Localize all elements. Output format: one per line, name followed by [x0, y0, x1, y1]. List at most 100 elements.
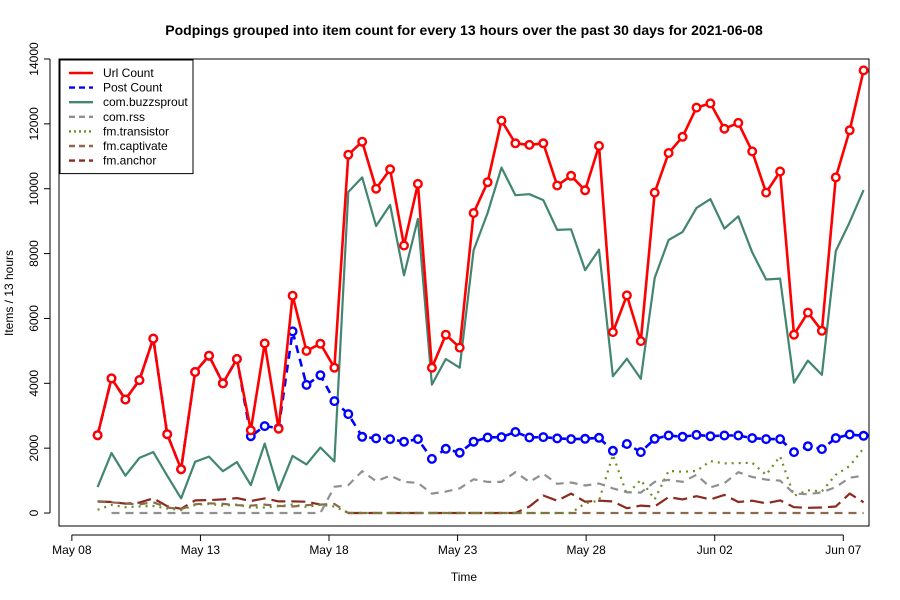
- data-point: [385, 164, 396, 175]
- data-point: [594, 432, 605, 443]
- y-tick-label: 6000: [27, 305, 41, 332]
- data-point: [357, 136, 368, 147]
- data-point: [663, 430, 674, 441]
- data-point: [287, 290, 298, 301]
- y-tick-label: 12000: [27, 107, 41, 141]
- data-point: [830, 172, 841, 183]
- data-point: [134, 375, 145, 386]
- data-point: [677, 131, 688, 142]
- data-point: [468, 436, 479, 447]
- y-tick-label: 14000: [27, 42, 41, 76]
- data-point: [719, 430, 730, 441]
- y-tick-label: 2000: [27, 434, 41, 461]
- data-point: [830, 433, 841, 444]
- data-point: [733, 117, 744, 128]
- data-point: [719, 123, 730, 134]
- data-point: [510, 138, 521, 149]
- series-layer: [92, 65, 869, 515]
- data-point: [120, 394, 131, 405]
- data-point: [385, 434, 396, 445]
- x-tick-label: Jun 07: [825, 543, 861, 557]
- data-point: [677, 431, 688, 442]
- x-tick-label: May 13: [181, 543, 221, 557]
- data-point: [858, 430, 869, 441]
- data-point: [259, 421, 270, 432]
- data-point: [761, 187, 772, 198]
- legend-label-fm-anchor: fm.anchor: [103, 154, 156, 168]
- data-point: [496, 115, 507, 126]
- data-point: [607, 445, 618, 456]
- x-axis-label: Time: [451, 570, 478, 584]
- data-point: [747, 433, 758, 444]
- data-point: [538, 138, 549, 149]
- data-point: [217, 378, 228, 389]
- data-point: [858, 65, 869, 76]
- x-tick-label: May 28: [566, 543, 606, 557]
- data-point: [482, 432, 493, 443]
- data-point: [399, 436, 410, 447]
- data-point: [607, 327, 618, 338]
- data-point: [454, 447, 465, 458]
- series-post-count: [92, 326, 869, 475]
- series-line: [111, 470, 864, 515]
- data-point: [496, 432, 507, 443]
- data-point: [468, 207, 479, 218]
- data-point: [789, 329, 800, 340]
- data-point: [649, 433, 660, 444]
- data-point: [566, 434, 577, 445]
- data-point: [412, 434, 423, 445]
- data-point: [231, 354, 242, 365]
- series-com-rss: [111, 470, 864, 515]
- x-tick-label: May 08: [52, 543, 92, 557]
- y-tick-label: 8000: [27, 240, 41, 267]
- series-line: [96, 330, 864, 471]
- data-point: [92, 430, 103, 441]
- data-point: [301, 345, 312, 356]
- y-tick-label: 4000: [27, 370, 41, 397]
- data-point: [426, 362, 437, 373]
- data-point: [440, 443, 451, 454]
- x-tick-label: May 23: [438, 543, 478, 557]
- data-point: [705, 431, 716, 442]
- y-tick-label: 10000: [27, 172, 41, 206]
- data-point: [691, 102, 702, 113]
- series-line: [97, 500, 864, 515]
- x-tick-label: May 18: [309, 543, 349, 557]
- data-point: [580, 433, 591, 444]
- legend-label-post-count: Post Count: [103, 81, 163, 95]
- data-point: [789, 447, 800, 458]
- data-point: [775, 434, 786, 445]
- data-point: [245, 425, 256, 436]
- data-point: [663, 147, 674, 158]
- data-point: [343, 149, 354, 160]
- data-point: [454, 342, 465, 353]
- data-point: [106, 373, 117, 384]
- data-point: [203, 350, 214, 361]
- data-point: [273, 423, 284, 434]
- data-point: [816, 444, 827, 455]
- data-point: [301, 379, 312, 390]
- y-axis-label: Items / 13 hours: [2, 250, 16, 336]
- legend-label-fm-captivate: fm.captivate: [103, 139, 168, 153]
- data-point: [747, 146, 758, 157]
- data-point: [259, 338, 270, 349]
- data-point: [552, 180, 563, 191]
- data-point: [524, 432, 535, 443]
- series-line: [96, 166, 865, 500]
- data-point: [315, 370, 326, 381]
- data-point: [538, 432, 549, 443]
- legend-label-url-count: Url Count: [103, 66, 154, 80]
- x-tick-label: Jun 02: [697, 543, 733, 557]
- data-point: [816, 325, 827, 336]
- data-point: [635, 447, 646, 458]
- data-point: [371, 183, 382, 194]
- data-point: [552, 433, 563, 444]
- data-point: [594, 140, 605, 151]
- data-point: [775, 166, 786, 177]
- data-point: [371, 433, 382, 444]
- series-fm-captivate: [97, 500, 864, 515]
- data-point: [148, 333, 159, 344]
- y-axis: 0 2000 4000 6000 8000 10000 12000 14000: [27, 42, 51, 516]
